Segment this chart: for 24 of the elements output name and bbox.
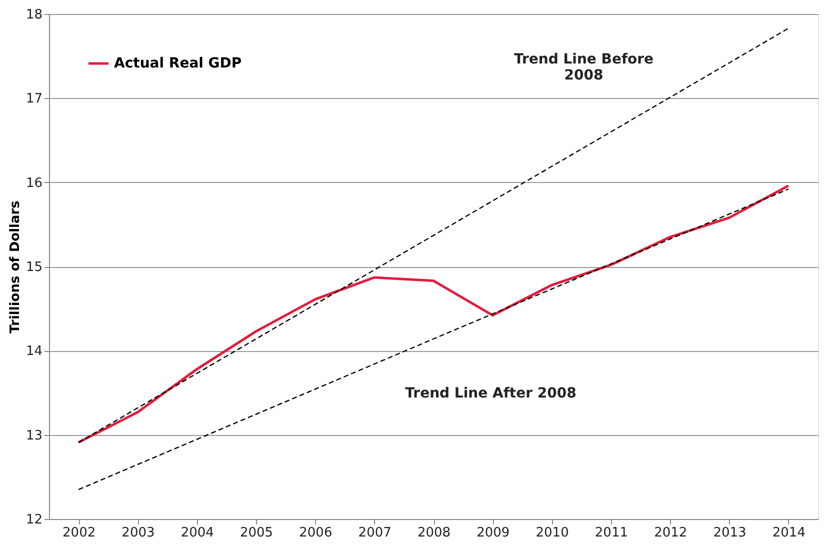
annotation: Trend Line Before 2008 xyxy=(514,52,654,84)
y-axis-title: Trillions of Dollars xyxy=(8,200,23,334)
legend-label: Actual Real GDP xyxy=(114,56,242,72)
annotation: Trend Line After 2008 xyxy=(405,386,576,402)
y-tick-label: 13 xyxy=(26,428,42,444)
x-tick-label: 2006 xyxy=(299,526,332,540)
x-tick-label: 2011 xyxy=(594,526,628,540)
x-tick-label: 2008 xyxy=(417,526,451,540)
y-tick-label: 16 xyxy=(26,176,42,191)
y-tick-label: 15 xyxy=(26,260,42,275)
y-tick-label: 18 xyxy=(26,8,42,22)
y-tick-label: 17 xyxy=(26,92,42,107)
x-tick-label: 2005 xyxy=(240,526,274,540)
x-tick-label: 2003 xyxy=(122,526,155,540)
x-tick-label: 2002 xyxy=(62,526,96,540)
y-tick-label: 14 xyxy=(26,344,42,360)
x-tick-label: 2010 xyxy=(536,526,569,540)
x-tick-label: 2014 xyxy=(772,526,806,540)
x-tick-label: 2012 xyxy=(654,526,688,540)
y-tick-label: 12 xyxy=(26,512,42,528)
x-tick-label: 2007 xyxy=(358,526,392,540)
x-tick-label: 2009 xyxy=(476,526,510,540)
x-tick-label: 2013 xyxy=(713,526,746,540)
x-tick-label: 2004 xyxy=(180,526,214,540)
